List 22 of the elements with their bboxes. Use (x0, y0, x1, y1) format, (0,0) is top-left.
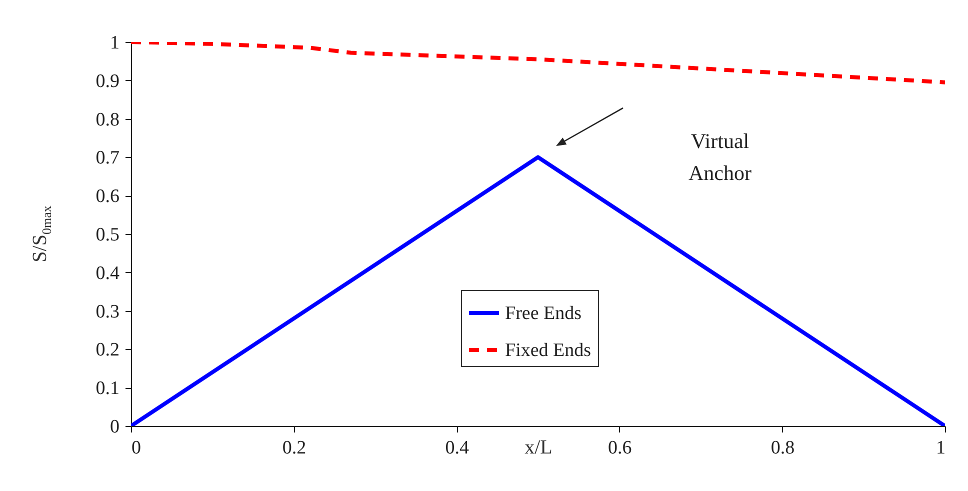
y-tick-label: 0 (110, 416, 120, 438)
y-tick-label: 0.9 (96, 70, 120, 92)
legend-label: Fixed Ends (505, 340, 592, 361)
y-tick-label: 0.7 (96, 148, 120, 169)
x-tick-label: 0.8 (770, 438, 795, 458)
y-tick-label: 0.1 (96, 378, 120, 400)
y-tick-label: 0.8 (96, 109, 120, 130)
y-tick-label: 0.4 (96, 262, 120, 284)
annotation: Virtual Anchor (688, 129, 752, 185)
x-tick-label: 0.6 (608, 438, 632, 458)
y-tick-label: 0.6 (96, 186, 120, 208)
y-tick-label: 0.5 (96, 224, 120, 246)
x-axis-title: x/L (524, 436, 552, 458)
x-tick-label: 0.4 (445, 438, 470, 458)
x-tick-label: 0.2 (282, 438, 306, 458)
x-tick-label: 1 (936, 438, 946, 458)
legend-label: Free Ends (505, 303, 582, 324)
y-tick-label: 1 (110, 32, 120, 54)
y-tick-label: 0.2 (96, 340, 120, 361)
y-tick-label: 0.3 (96, 301, 120, 322)
line-series (131, 42, 945, 84)
x-tick-label: 0 (132, 438, 141, 458)
